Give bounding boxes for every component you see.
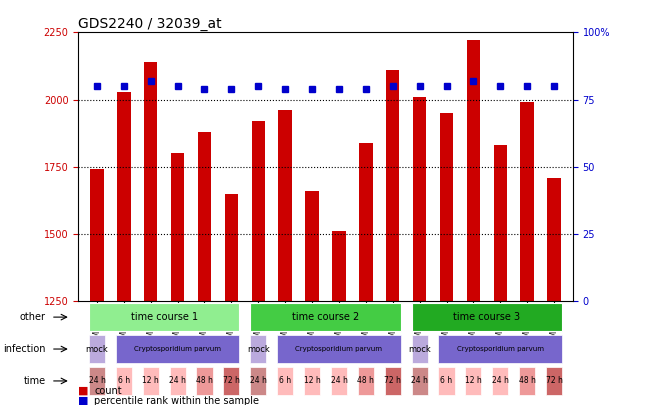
- Text: 24 h: 24 h: [492, 376, 508, 386]
- FancyBboxPatch shape: [116, 367, 132, 395]
- Bar: [305, 191, 319, 301]
- Bar: [198, 132, 211, 301]
- Text: 6 h: 6 h: [118, 376, 130, 386]
- Bar: [440, 113, 453, 301]
- Text: mock: mock: [85, 345, 108, 354]
- Text: 24 h: 24 h: [331, 376, 348, 386]
- FancyBboxPatch shape: [89, 335, 105, 363]
- FancyBboxPatch shape: [250, 367, 266, 395]
- Text: time course 3: time course 3: [453, 312, 520, 322]
- FancyBboxPatch shape: [465, 367, 482, 395]
- Text: percentile rank within the sample: percentile rank within the sample: [94, 396, 259, 405]
- FancyBboxPatch shape: [89, 367, 105, 395]
- FancyBboxPatch shape: [250, 303, 401, 331]
- FancyBboxPatch shape: [411, 335, 428, 363]
- Bar: [144, 62, 158, 301]
- Bar: [225, 194, 238, 301]
- Text: time course 2: time course 2: [292, 312, 359, 322]
- Text: 48 h: 48 h: [519, 376, 536, 386]
- FancyBboxPatch shape: [277, 367, 293, 395]
- Text: 12 h: 12 h: [143, 376, 159, 386]
- FancyBboxPatch shape: [546, 367, 562, 395]
- Text: 24 h: 24 h: [89, 376, 105, 386]
- Text: 72 h: 72 h: [384, 376, 401, 386]
- Text: ■: ■: [78, 396, 89, 405]
- Bar: [386, 70, 400, 301]
- Bar: [467, 40, 480, 301]
- Bar: [359, 143, 372, 301]
- Text: GDS2240 / 32039_at: GDS2240 / 32039_at: [78, 17, 222, 31]
- Text: infection: infection: [3, 344, 46, 354]
- FancyBboxPatch shape: [519, 367, 535, 395]
- Text: 24 h: 24 h: [250, 376, 267, 386]
- FancyBboxPatch shape: [277, 335, 401, 363]
- Text: ■: ■: [78, 386, 89, 396]
- Text: 24 h: 24 h: [169, 376, 186, 386]
- Bar: [251, 121, 265, 301]
- FancyBboxPatch shape: [304, 367, 320, 395]
- Text: 6 h: 6 h: [279, 376, 291, 386]
- Text: 72 h: 72 h: [546, 376, 562, 386]
- FancyBboxPatch shape: [197, 367, 213, 395]
- FancyBboxPatch shape: [411, 303, 562, 331]
- Text: 72 h: 72 h: [223, 376, 240, 386]
- Text: 48 h: 48 h: [196, 376, 213, 386]
- Text: other: other: [20, 312, 46, 322]
- Text: mock: mock: [408, 345, 431, 354]
- FancyBboxPatch shape: [89, 303, 240, 331]
- Bar: [90, 169, 104, 301]
- FancyBboxPatch shape: [411, 367, 428, 395]
- Text: count: count: [94, 386, 122, 396]
- Text: Cryptosporidium parvum: Cryptosporidium parvum: [457, 346, 544, 352]
- Text: 24 h: 24 h: [411, 376, 428, 386]
- FancyBboxPatch shape: [358, 367, 374, 395]
- Text: 12 h: 12 h: [465, 376, 482, 386]
- Bar: [117, 92, 131, 301]
- FancyBboxPatch shape: [438, 335, 562, 363]
- Bar: [520, 102, 534, 301]
- Bar: [413, 97, 426, 301]
- FancyBboxPatch shape: [169, 367, 186, 395]
- Bar: [493, 145, 507, 301]
- FancyBboxPatch shape: [438, 367, 454, 395]
- Bar: [547, 177, 561, 301]
- FancyBboxPatch shape: [250, 335, 266, 363]
- Text: 48 h: 48 h: [357, 376, 374, 386]
- FancyBboxPatch shape: [492, 367, 508, 395]
- Text: time course 1: time course 1: [131, 312, 198, 322]
- FancyBboxPatch shape: [116, 335, 240, 363]
- Text: 6 h: 6 h: [441, 376, 452, 386]
- Bar: [279, 110, 292, 301]
- Text: Cryptosporidium parvum: Cryptosporidium parvum: [134, 346, 221, 352]
- Text: Cryptosporidium parvum: Cryptosporidium parvum: [296, 346, 382, 352]
- FancyBboxPatch shape: [331, 367, 347, 395]
- Text: time: time: [24, 376, 46, 386]
- Text: mock: mock: [247, 345, 270, 354]
- Text: 12 h: 12 h: [303, 376, 320, 386]
- FancyBboxPatch shape: [385, 367, 401, 395]
- FancyBboxPatch shape: [223, 367, 240, 395]
- FancyBboxPatch shape: [143, 367, 159, 395]
- Bar: [171, 153, 184, 301]
- Bar: [332, 231, 346, 301]
